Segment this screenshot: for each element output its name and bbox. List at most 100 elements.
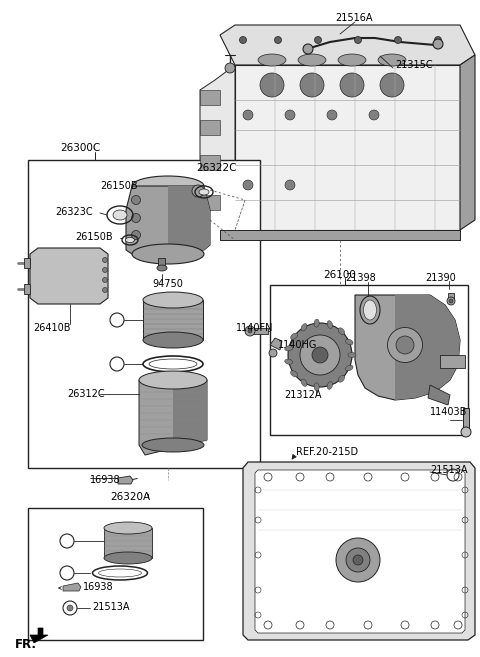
Text: 21398: 21398 <box>345 273 376 283</box>
Polygon shape <box>158 258 165 268</box>
Text: 26150B: 26150B <box>75 232 113 242</box>
Circle shape <box>192 185 204 197</box>
Polygon shape <box>463 408 469 432</box>
Ellipse shape <box>327 321 333 328</box>
Text: 26100: 26100 <box>323 270 356 280</box>
Circle shape <box>346 548 370 572</box>
Circle shape <box>243 180 253 190</box>
Text: 21390: 21390 <box>425 273 456 283</box>
Circle shape <box>275 37 281 43</box>
Ellipse shape <box>149 359 197 369</box>
Ellipse shape <box>104 522 152 534</box>
Polygon shape <box>250 328 268 334</box>
Ellipse shape <box>157 265 167 271</box>
Ellipse shape <box>338 375 345 382</box>
Ellipse shape <box>301 379 307 386</box>
Bar <box>200 195 220 210</box>
Circle shape <box>355 37 361 43</box>
Circle shape <box>449 299 453 303</box>
Text: 1: 1 <box>64 537 70 545</box>
Polygon shape <box>118 476 133 484</box>
Text: 1140FN: 1140FN <box>236 323 274 333</box>
Polygon shape <box>235 65 460 230</box>
Circle shape <box>433 39 443 49</box>
Polygon shape <box>270 338 282 350</box>
Circle shape <box>103 277 108 283</box>
Text: 1140HG: 1140HG <box>278 340 317 350</box>
Circle shape <box>285 110 295 120</box>
Bar <box>200 90 220 105</box>
Ellipse shape <box>298 54 326 66</box>
Ellipse shape <box>132 244 204 264</box>
Ellipse shape <box>199 189 209 195</box>
Circle shape <box>110 357 124 371</box>
Text: 26150B: 26150B <box>100 181 138 191</box>
Ellipse shape <box>139 371 207 389</box>
Ellipse shape <box>348 353 356 357</box>
Ellipse shape <box>285 359 293 364</box>
Text: 11403B: 11403B <box>430 407 468 417</box>
Circle shape <box>248 329 252 333</box>
Ellipse shape <box>338 54 366 66</box>
Circle shape <box>132 231 141 240</box>
Polygon shape <box>168 186 210 254</box>
Bar <box>270 285 468 435</box>
Ellipse shape <box>142 438 204 452</box>
Polygon shape <box>104 528 152 558</box>
Polygon shape <box>255 470 465 633</box>
Polygon shape <box>63 583 81 591</box>
Circle shape <box>312 347 328 363</box>
Text: 94750: 94750 <box>152 279 183 289</box>
Ellipse shape <box>338 328 345 334</box>
Text: 26312C: 26312C <box>67 389 105 399</box>
Bar <box>200 155 220 170</box>
Text: 21312A: 21312A <box>284 390 322 400</box>
Circle shape <box>285 180 295 190</box>
Ellipse shape <box>125 237 134 242</box>
Circle shape <box>434 37 442 43</box>
Circle shape <box>132 196 141 204</box>
Circle shape <box>353 555 363 565</box>
Circle shape <box>110 313 124 327</box>
Polygon shape <box>200 65 235 245</box>
Ellipse shape <box>346 339 353 345</box>
Text: 21513A: 21513A <box>92 602 130 612</box>
Text: 26320A: 26320A <box>110 492 150 502</box>
Polygon shape <box>139 380 207 455</box>
Circle shape <box>132 214 141 223</box>
Polygon shape <box>173 380 207 448</box>
Ellipse shape <box>346 365 353 371</box>
Polygon shape <box>395 295 460 400</box>
Circle shape <box>240 37 247 43</box>
Ellipse shape <box>301 324 307 331</box>
Text: 21315C: 21315C <box>395 60 432 70</box>
Text: 2: 2 <box>64 568 70 578</box>
Circle shape <box>336 538 380 582</box>
Circle shape <box>303 44 313 54</box>
Text: 16938: 16938 <box>83 582 114 592</box>
Ellipse shape <box>143 292 203 308</box>
Circle shape <box>60 566 74 580</box>
Circle shape <box>103 258 108 263</box>
Circle shape <box>260 73 284 97</box>
Ellipse shape <box>98 569 142 577</box>
Ellipse shape <box>314 319 319 327</box>
Circle shape <box>461 427 471 437</box>
Ellipse shape <box>378 54 406 66</box>
Circle shape <box>288 323 352 387</box>
Text: 26323C: 26323C <box>55 207 93 217</box>
Polygon shape <box>30 248 108 304</box>
Circle shape <box>447 297 455 305</box>
Ellipse shape <box>258 54 286 66</box>
Circle shape <box>300 73 324 97</box>
Text: 26410B: 26410B <box>33 323 71 333</box>
Circle shape <box>300 335 340 375</box>
Circle shape <box>60 534 74 548</box>
Circle shape <box>103 267 108 273</box>
Ellipse shape <box>290 371 298 377</box>
Text: FR.: FR. <box>15 639 37 652</box>
Polygon shape <box>428 385 450 405</box>
Circle shape <box>67 605 73 611</box>
Polygon shape <box>220 25 475 65</box>
Text: REF.20-215D: REF.20-215D <box>296 447 358 457</box>
